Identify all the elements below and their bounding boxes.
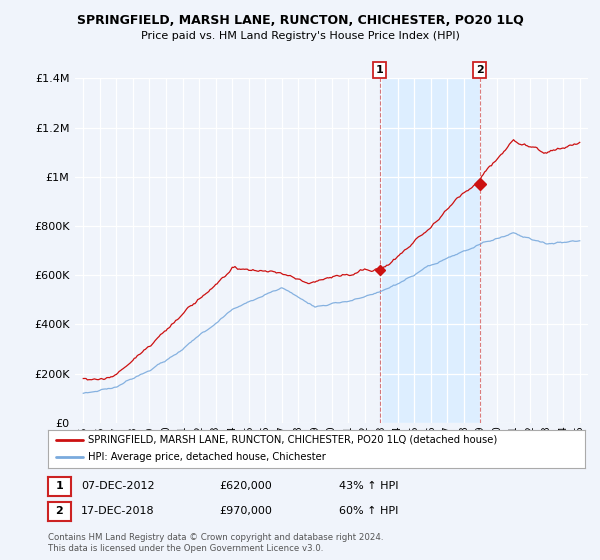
Text: Price paid vs. HM Land Registry's House Price Index (HPI): Price paid vs. HM Land Registry's House … bbox=[140, 31, 460, 41]
Text: 43% ↑ HPI: 43% ↑ HPI bbox=[339, 480, 398, 491]
Bar bbox=[380, 78, 480, 423]
Text: 1: 1 bbox=[56, 481, 63, 491]
Text: 1: 1 bbox=[376, 65, 383, 75]
Text: 2: 2 bbox=[476, 65, 484, 75]
Text: £970,000: £970,000 bbox=[219, 506, 272, 516]
Text: HPI: Average price, detached house, Chichester: HPI: Average price, detached house, Chic… bbox=[88, 452, 326, 463]
Text: 17-DEC-2018: 17-DEC-2018 bbox=[81, 506, 155, 516]
Text: SPRINGFIELD, MARSH LANE, RUNCTON, CHICHESTER, PO20 1LQ: SPRINGFIELD, MARSH LANE, RUNCTON, CHICHE… bbox=[77, 14, 523, 27]
Text: 07-DEC-2012: 07-DEC-2012 bbox=[81, 480, 155, 491]
Text: 2: 2 bbox=[56, 506, 63, 516]
Text: SPRINGFIELD, MARSH LANE, RUNCTON, CHICHESTER, PO20 1LQ (detached house): SPRINGFIELD, MARSH LANE, RUNCTON, CHICHE… bbox=[88, 435, 497, 445]
Text: £620,000: £620,000 bbox=[219, 480, 272, 491]
Text: Contains HM Land Registry data © Crown copyright and database right 2024.
This d: Contains HM Land Registry data © Crown c… bbox=[48, 533, 383, 553]
Text: 60% ↑ HPI: 60% ↑ HPI bbox=[339, 506, 398, 516]
